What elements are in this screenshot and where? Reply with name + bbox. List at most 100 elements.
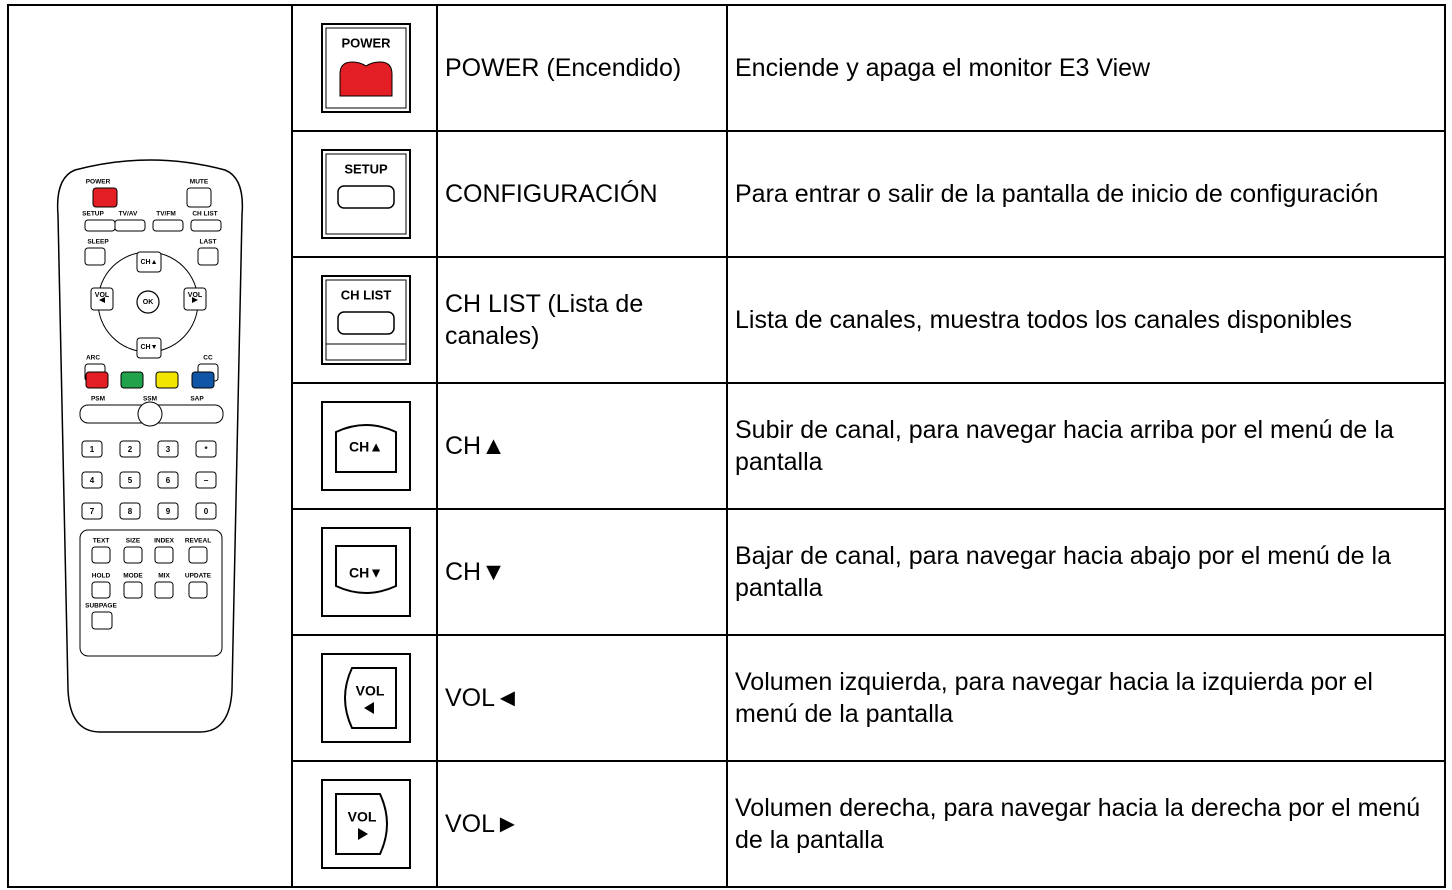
remote-label: MIX bbox=[158, 573, 170, 580]
icon-label: VOL bbox=[356, 683, 385, 699]
remote-label: SAP bbox=[190, 396, 204, 403]
remote-button bbox=[157, 471, 179, 489]
cell-description: Volumen izquierda, para navegar hacia la… bbox=[735, 668, 1373, 728]
remote-button bbox=[195, 471, 217, 489]
cell-name: POWER (Encendido) bbox=[445, 54, 682, 82]
remote-button bbox=[191, 371, 215, 389]
remote-button bbox=[91, 546, 111, 564]
remote-button bbox=[120, 371, 144, 389]
arrow bbox=[99, 297, 105, 303]
remote-label: 6 bbox=[166, 476, 171, 485]
remote-button bbox=[195, 440, 217, 458]
remote-button bbox=[154, 581, 174, 599]
icon-arrow bbox=[358, 828, 368, 840]
remote-button bbox=[157, 440, 179, 458]
cell-name: CH LIST (Lista de canales) bbox=[445, 290, 644, 350]
arrow bbox=[192, 297, 198, 303]
remote-button bbox=[188, 546, 208, 564]
icon-arrow bbox=[364, 702, 374, 714]
remote-label: SIZE bbox=[126, 538, 141, 545]
cell-name: CH▲ bbox=[445, 432, 506, 460]
remote-button bbox=[119, 440, 141, 458]
icon-inner bbox=[325, 153, 407, 235]
key bbox=[337, 185, 395, 209]
icon-key bbox=[344, 667, 397, 729]
ok-button bbox=[136, 290, 160, 314]
remote-label: POWER bbox=[86, 179, 111, 186]
remote-button bbox=[81, 502, 103, 520]
remote-label: VOL bbox=[188, 292, 203, 299]
remote-label: SLEEP bbox=[87, 239, 109, 246]
cell-name: CONFIGURACIÓN bbox=[445, 180, 658, 208]
ssm-button bbox=[137, 401, 163, 427]
remote-button bbox=[91, 581, 111, 599]
remote-label: 1 bbox=[90, 445, 95, 454]
remote-label: 0 bbox=[204, 507, 209, 516]
remote-body bbox=[56, 159, 244, 733]
cell-name: VOL► bbox=[445, 810, 520, 838]
icon-key bbox=[335, 545, 397, 594]
remote-button bbox=[195, 502, 217, 520]
remote-button bbox=[91, 611, 113, 630]
remote-button bbox=[154, 546, 174, 564]
icon-label: CH LIST bbox=[341, 287, 392, 302]
remote-label: 7 bbox=[90, 507, 95, 516]
cell-description: Enciende y apaga el monitor E3 View bbox=[735, 54, 1151, 82]
cell-name: VOL◄ bbox=[445, 684, 520, 712]
remote-label: 4 bbox=[90, 476, 95, 485]
remote-label: 9 bbox=[166, 507, 171, 516]
remote-button bbox=[81, 471, 103, 489]
remote-button bbox=[81, 440, 103, 458]
remote-label: * bbox=[204, 445, 208, 454]
remote-button bbox=[186, 187, 212, 208]
remote-label: LAST bbox=[200, 239, 217, 246]
remote-button bbox=[197, 247, 219, 266]
remote-label: SUBPAGE bbox=[85, 603, 117, 610]
cell-description: Para entrar o salir de la pantalla de in… bbox=[735, 180, 1379, 208]
remote-label: SSM bbox=[143, 396, 157, 403]
remote-label: 8 bbox=[128, 507, 133, 516]
remote-button bbox=[114, 219, 146, 232]
cell-description: Volumen derecha, para navegar hacia la d… bbox=[735, 794, 1421, 854]
icon-inner bbox=[325, 27, 407, 109]
remote-label: TEXT bbox=[93, 538, 110, 545]
remote-label: MUTE bbox=[190, 179, 209, 186]
remote-button bbox=[85, 371, 109, 389]
remote-button bbox=[155, 371, 179, 389]
icon-label: CH▲ bbox=[349, 439, 383, 455]
icon-key bbox=[335, 424, 397, 473]
remote-button bbox=[157, 502, 179, 520]
remote-button bbox=[152, 219, 184, 232]
remote-button bbox=[188, 581, 208, 599]
teletext-box bbox=[79, 529, 223, 657]
remote-button bbox=[119, 502, 141, 520]
remote-label: ARC bbox=[86, 355, 100, 362]
remote-label: − bbox=[204, 476, 209, 485]
icon-inner bbox=[325, 279, 407, 361]
remote-label: CH▲ bbox=[140, 259, 157, 266]
remote-button bbox=[84, 219, 116, 232]
remote-label: CC bbox=[203, 355, 213, 362]
remote-label: VOL bbox=[95, 292, 110, 299]
remote-label: 2 bbox=[128, 445, 133, 454]
cell-name: CH▼ bbox=[445, 558, 506, 586]
remote-label: SETUP bbox=[82, 211, 104, 218]
remote-button bbox=[119, 471, 141, 489]
icon-label: VOL bbox=[348, 809, 377, 825]
remote-button bbox=[92, 187, 118, 208]
remote-button bbox=[123, 546, 143, 564]
cell-description: Bajar de canal, para navegar hacia abajo… bbox=[735, 542, 1391, 602]
remote-label: CH LIST bbox=[192, 211, 217, 218]
remote-label: INDEX bbox=[154, 538, 175, 545]
remote-label: CH▼ bbox=[140, 344, 157, 351]
power-key bbox=[339, 61, 393, 97]
remote-label: HOLD bbox=[92, 573, 111, 580]
icon-label: POWER bbox=[341, 35, 391, 50]
icon-key bbox=[335, 793, 388, 855]
remote-label: TV/FM bbox=[156, 211, 176, 218]
remote-button bbox=[123, 581, 143, 599]
remote-label: MODE bbox=[123, 573, 143, 580]
remote-label: PSM bbox=[91, 396, 105, 403]
